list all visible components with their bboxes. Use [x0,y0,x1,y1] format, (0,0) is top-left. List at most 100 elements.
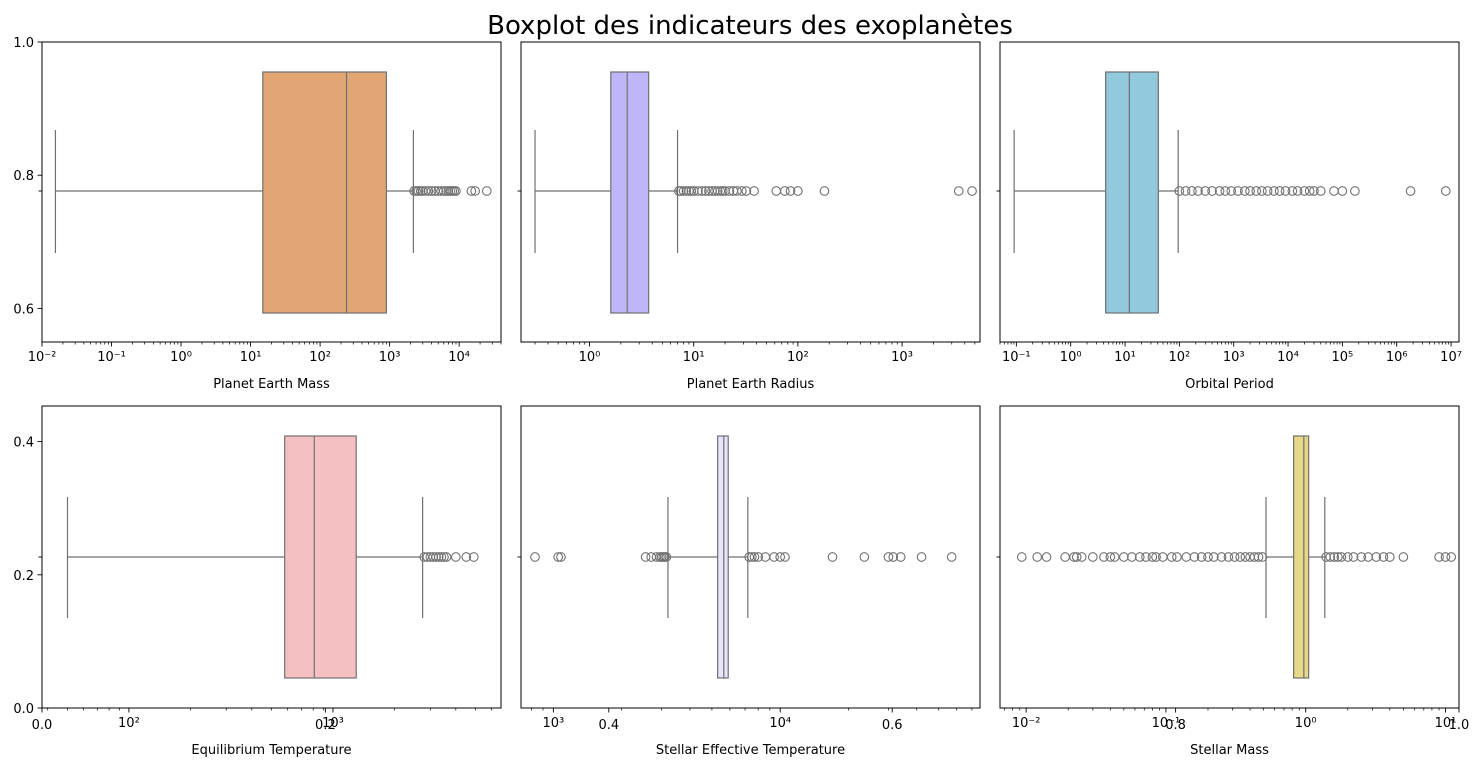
x-tick-label: 10⁰ [1060,350,1082,365]
outlier-point [1274,186,1285,196]
outlier-point [1356,552,1367,562]
outlier-point [1109,552,1120,562]
outlier-point [753,552,764,562]
outlier-point [1378,552,1389,562]
outlier-point [1071,552,1082,562]
x-tick-label: 10⁵ [1332,350,1354,365]
outlier-point [717,186,728,196]
outlier-point [1016,552,1027,562]
outlier-point [436,186,446,196]
outlier-point [1249,552,1260,562]
outlier-point [461,552,472,562]
overlay-x-tick-label: 0.2 [315,718,336,733]
outlier-point [1229,552,1240,562]
outlier-point [468,552,479,562]
outlier-point [1208,552,1219,562]
iqr-box [1105,71,1159,314]
x-tick-label: 10³ [379,350,401,365]
outlier-point [553,552,564,562]
outlier-point [1280,186,1291,196]
outlier-point [441,552,452,562]
outlier-point [1333,552,1343,562]
x-axis-label: Planet Earth Mass [213,377,330,392]
outlier-point [916,552,927,562]
outlier-point [466,186,477,196]
outlier-point [769,552,779,562]
outlier-point [1214,186,1225,196]
axes-frame [520,41,981,343]
outlier-point [775,552,786,562]
outlier-point [1076,552,1087,562]
x-tick-label: 10¹ [1435,716,1457,731]
axes-frame [999,405,1460,709]
overlay-y-tick-label: 0.0 [13,702,34,717]
outlier-point [747,552,757,562]
outlier-point [411,186,421,196]
outlier-point [1315,186,1326,196]
x-tick-label: 10⁶ [1386,350,1408,365]
outlier-point [681,186,692,196]
outlier-point [1060,552,1070,562]
x-tick-label: 10⁴ [1277,350,1299,365]
outlier-point [1134,552,1145,562]
outlier-point [1226,186,1237,196]
outlier-point [749,186,759,196]
outlier-point [780,552,790,562]
x-tick-label: 10⁻² [1012,716,1041,731]
outlier-point [1371,552,1382,562]
x-tick-label: 10³ [322,716,344,731]
outlier-point [1329,552,1340,562]
outlier-point [450,552,461,562]
outlier-point [1398,552,1409,562]
boxplot-panel: 10⁰ 10¹ 10² 10³ Planet Earth Radius [517,41,981,392]
x-axis-label: Stellar Mass [1190,743,1269,758]
outlier-point [859,552,870,562]
outlier-point [1440,186,1451,196]
outlier-point [819,186,830,196]
x-tick-label: 10⁻² [28,350,57,365]
x-tick-label: 10³ [891,350,913,365]
outlier-point [785,186,796,196]
outlier-point [1287,186,1298,196]
outlier-point [712,186,723,196]
outlier-point [1325,552,1336,562]
outlier-point [741,186,752,196]
x-tick-label: 10² [118,716,140,731]
overlay-y-tick-label: 0.8 [13,169,34,184]
x-tick-label: 10³ [542,716,564,731]
outlier-point [1292,186,1303,196]
overlay-y-tick-label: 1.0 [13,36,34,51]
x-axis-label: Equilibrium Temperature [191,743,351,758]
x-axis-label: Stellar Effective Temperature [656,743,845,758]
axes-frame [999,41,1460,343]
outlier-point [1166,552,1177,562]
outlier-point [1329,186,1339,196]
outlier-point [1257,552,1268,562]
x-tick-label: 10⁴ [448,350,470,365]
overlay-axis: 0.0 0.2 0.4 0.6 0.8 1.0 0.0 0.2 0.4 0.6 0.8 1.0 [13,36,1469,733]
outlier-point [433,552,444,562]
x-tick-label: 10⁻¹ [97,350,126,365]
x-tick-label: 10⁴ [769,716,791,731]
x-tick-label: 10⁰ [170,350,192,365]
outlier-point [439,552,449,562]
x-tick-label: 10⁻¹ [1002,350,1031,365]
outlier-point [780,186,790,196]
x-tick-label: 10⁰ [579,350,601,365]
outlier-point [1172,552,1182,562]
iqr-box [284,435,357,679]
x-tick-label: 10³ [1223,350,1245,365]
outlier-point [1269,186,1279,196]
outlier-point [1434,552,1444,562]
iqr-box [262,71,388,314]
outlier-point [1251,186,1262,196]
boxplot-panel: 10⁻² 10⁻¹ 10⁰ 10¹ 10² 10³ 10⁴ Planet Earth Mass [28,41,502,392]
outlier-point [967,186,977,196]
outlier-point [749,552,760,562]
x-tick-label: 10¹ [683,350,705,365]
outlier-point [710,186,720,196]
outlier-point [732,186,742,196]
outlier-point [953,186,964,196]
outlier-point [678,186,689,196]
